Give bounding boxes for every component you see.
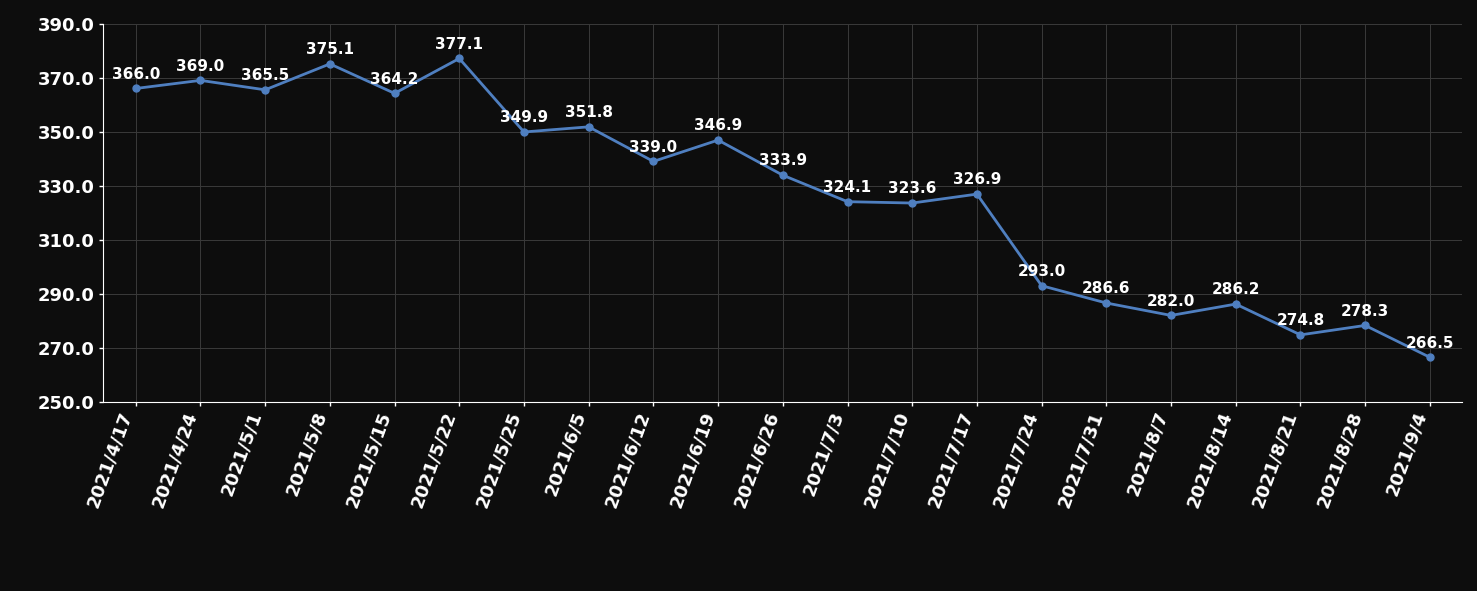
Text: 278.3: 278.3: [1341, 304, 1390, 319]
Text: 377.1: 377.1: [436, 37, 483, 52]
Text: 326.9: 326.9: [953, 173, 1001, 187]
Text: 293.0: 293.0: [1018, 264, 1066, 279]
Text: 349.9: 349.9: [499, 111, 548, 125]
Text: 339.0: 339.0: [629, 139, 678, 155]
Text: 365.5: 365.5: [241, 68, 289, 83]
Text: 286.2: 286.2: [1211, 282, 1260, 297]
Text: 351.8: 351.8: [564, 105, 613, 120]
Text: 346.9: 346.9: [694, 118, 743, 134]
Text: 323.6: 323.6: [888, 181, 936, 196]
Text: 333.9: 333.9: [759, 154, 806, 168]
Text: 324.1: 324.1: [824, 180, 871, 195]
Text: 274.8: 274.8: [1276, 313, 1325, 328]
Text: 366.0: 366.0: [112, 67, 160, 82]
Text: 364.2: 364.2: [371, 72, 419, 87]
Text: 282.0: 282.0: [1146, 294, 1195, 309]
Text: 369.0: 369.0: [176, 59, 225, 74]
Text: 286.6: 286.6: [1083, 281, 1130, 296]
Text: 375.1: 375.1: [306, 42, 354, 57]
Text: 266.5: 266.5: [1406, 336, 1455, 350]
